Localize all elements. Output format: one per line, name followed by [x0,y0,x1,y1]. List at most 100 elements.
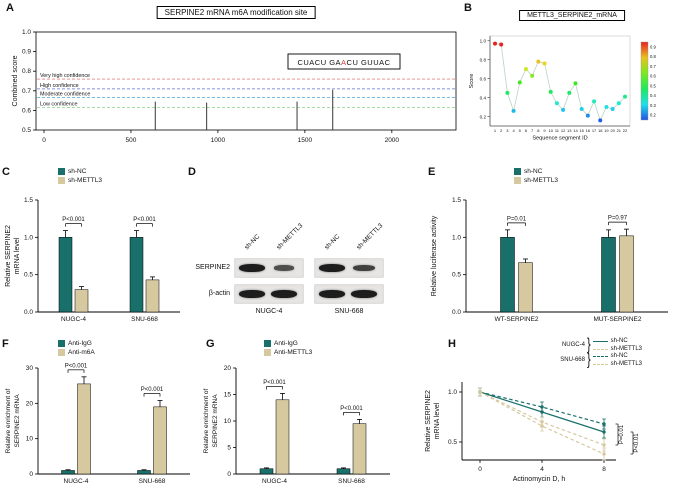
data-point [511,108,516,113]
x-tick-label: 20 [610,128,615,133]
category-label: SNU-668 [131,316,158,323]
panel-d-label: D [188,166,196,178]
y-tick-label: 0.8 [480,57,487,62]
panel-c: C sh-NC sh-METTL3 0.0 0.5 1.0 1.5 Relative SE… [2,166,186,336]
panel-a: A SERPINE2 mRNA m6A modification site 0.… [6,2,466,164]
y-axis-title: Relative SERPINE2 [5,225,12,287]
blot-band [239,264,265,272]
panel-g-label: G [206,338,215,350]
x-axis-title: Sequence segment ID [532,136,587,142]
legend-label: sh-NC [524,168,543,175]
colorbar-tick-label: 0.9 [650,44,656,49]
legend-label: Anti-METTL3 [274,349,313,356]
category-label: SNU-668 [338,478,365,485]
legend-label: sh-NC [610,353,628,359]
data-point [623,94,627,99]
legend-item: sh-METTL3 [592,361,642,367]
data-point [542,61,547,66]
y-tick-label: 0.5 [22,127,31,134]
y-axis-title: Score [469,74,475,89]
blot-band [274,265,294,271]
bar [153,406,167,475]
x-tick-label: 17 [592,128,597,133]
data-point [478,390,482,394]
blot-band [351,290,377,298]
legend: Anti-IgG Anti-m6A [58,340,95,356]
y-tick-label: 0.8 [22,68,31,75]
legend-swatch [58,349,65,356]
bar [129,237,144,313]
bar [259,468,274,475]
legend-swatch [264,340,271,347]
y-tick-label: 0.2 [480,114,487,119]
colorbar-tick-label: 0.7 [650,64,656,69]
x-tick-label: 0 [42,137,46,144]
mrna-stability-line-chart: 0.5 1.0 0 4 8 Actinomycin D, h Relative SERPIN… [425,382,640,483]
western-blot: sh-NC sh-METTL3 sh-NC sh-METTL3 SERPINE2 β-ac… [188,166,426,336]
bar [275,399,290,475]
blot-row-label: β-actin [208,290,230,297]
legend-brace-icon: } [586,351,591,369]
legend-swatch [58,168,65,175]
colorbar-tick-label: 0.6 [650,74,656,79]
y-tick-label: 0.0 [452,309,461,316]
merip-bar-chart: 0 10 20 30 Relative enrichment of SERPINE2 mR… [5,363,190,485]
threshold-label: Low confidence [40,101,77,107]
p-value-label: P<0.001 [133,217,156,223]
y-tick-label: 0.6 [22,107,31,114]
p-value-label: P=0.97 [608,216,628,222]
data-point [616,101,621,106]
legend-line-sample [592,340,608,342]
sequence-box [287,53,401,70]
y-tick-label: 0.5 [24,272,33,279]
panel-c-label: C [2,166,10,178]
series-line [479,391,605,425]
data-point [602,422,606,426]
y-tick-label: 1.5 [452,197,461,204]
data-point [554,101,559,106]
y-tick-label: 5 [227,445,231,452]
data-point [602,443,606,447]
m6a-site-chart: 0.5 0.6 0.7 0.8 0.9 1.0 0 500 1000 1500 2000 Combin… [12,29,457,144]
legend-brace-icon: } [586,336,591,354]
legend-item: sh-METTL3 [592,346,642,352]
y-tick-label: 20 [26,400,34,407]
blot-strip [314,258,384,278]
y-axis-title: Relative enrichment of [5,388,12,453]
legend-entries: sh-NC sh-METTL3 [592,338,642,352]
sequence-text: CUACU GAACU GUUAC [297,58,390,67]
panel-b-title: METTL3_SERPINE2_mRNA [519,10,625,21]
x-tick-label: 18 [598,128,603,133]
y-tick-label: 1.0 [452,234,461,241]
legend: NUGC-4} sh-NC sh-METTL3 SNU-668} sh-NC sh-MET… [557,336,642,369]
y-tick-label: 1.0 [22,29,31,36]
legend-label: Anti-IgG [274,340,298,347]
data-point [602,452,606,456]
legend-label: sh-METTL3 [524,177,558,184]
legend-label: sh-METTL3 [610,361,642,367]
blot-strip [234,284,304,304]
legend-label: sh-METTL3 [610,346,642,352]
luciferase-bar-chart: 0.0 0.5 1.0 1.5 Relative luciferase activity… [431,197,668,323]
data-point [548,89,553,94]
x-tick-label: 4 [540,466,544,473]
threshold-label: High confidence [40,83,79,89]
colorbar [640,41,649,121]
y-axis-title: Relative enrichment of [203,388,210,453]
x-tick-label: 22 [623,128,628,133]
blot-band [319,264,345,272]
x-tick-label: 4 [512,128,515,133]
colorbar-tick-label: 0.2 [650,113,656,118]
data-point [602,430,606,434]
y-tick-label: 1.0 [24,234,33,241]
bar [61,470,75,475]
data-point [567,90,572,95]
series-line [479,391,605,455]
rip-bar-chart: 0 5 10 15 20 Relative enrichment of SERPINE2 m… [203,365,390,485]
y-tick-label: 0 [29,471,33,478]
legend: sh-NC sh-METTL3 [58,168,102,184]
panel-a-title: SERPINE2 mRNA m6A modification site [156,6,316,19]
y-axis-title: Relative luciferase activity [431,215,438,296]
blot-strip [314,284,384,304]
y-tick-label: 1.0 [480,39,487,44]
